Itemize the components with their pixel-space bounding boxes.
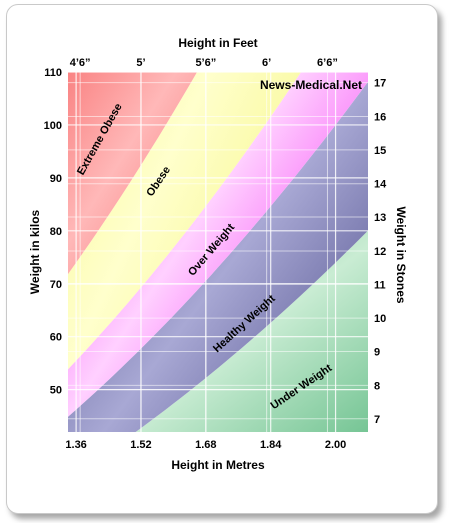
y-tick-label: 100 [44, 120, 62, 132]
x-ticks-bottom: 1.36 1.52 1.68 1.84 2.00 [65, 439, 346, 451]
band-healthy-weight [68, 81, 368, 432]
band-over-weight [68, 72, 368, 417]
y-right-tick-label: 8 [374, 380, 380, 392]
y-right-tick-label: 12 [374, 246, 386, 258]
band-under-weight [135, 230, 368, 432]
x-tick-label: 1.68 [195, 439, 216, 451]
y-ticks-left: 50 60 70 80 90 100 110 [44, 67, 62, 397]
y-right-tick-label: 13 [374, 212, 386, 224]
y-right-tick-label: 16 [374, 111, 386, 123]
x-tick-label: 1.36 [65, 439, 86, 451]
y-tick-label: 90 [50, 173, 62, 185]
x-axis-label: Height in Metres [171, 458, 265, 472]
x-top-tick-label: 6’ [262, 57, 271, 69]
y-tick-label: 110 [44, 67, 62, 79]
band-obese [68, 72, 302, 370]
y-tick-label: 50 [50, 385, 62, 397]
chart-title: Height in Feet [178, 36, 257, 50]
x-top-tick-label: 6’6” [317, 57, 338, 69]
y-tick-label: 60 [50, 332, 62, 344]
y-axis-label: Weight in kilos [28, 209, 42, 294]
y-right-tick-label: 14 [374, 179, 387, 191]
x-ticks-top: 4’6” 5’ 5’6” 6’ 6’6” [70, 57, 338, 69]
bands-group [68, 72, 368, 432]
y-right-tick-label: 11 [374, 279, 386, 291]
band-extreme-obese [68, 72, 198, 275]
y-tick-label: 70 [50, 279, 62, 291]
watermark: News-Medical.Net [260, 78, 362, 92]
y2-axis-label: Weight in Stones [394, 206, 408, 303]
x-tick-label: 2.00 [325, 439, 346, 451]
y-right-tick-label: 17 [374, 78, 386, 90]
y-right-tick-label: 9 [374, 347, 380, 359]
x-tick-label: 1.84 [260, 439, 282, 451]
grid-group [68, 72, 368, 432]
x-top-tick-label: 4’6” [70, 57, 91, 69]
x-top-tick-label: 5’ [136, 57, 145, 69]
x-tick-label: 1.52 [130, 439, 151, 451]
y-right-tick-label: 10 [374, 313, 386, 325]
y-ticks-right: 7 8 9 10 11 12 13 14 15 16 17 [374, 78, 387, 426]
y-tick-label: 80 [50, 226, 62, 238]
y-right-tick-label: 15 [374, 145, 386, 157]
x-top-tick-label: 5’6” [195, 57, 216, 69]
y-right-tick-label: 7 [374, 414, 380, 426]
